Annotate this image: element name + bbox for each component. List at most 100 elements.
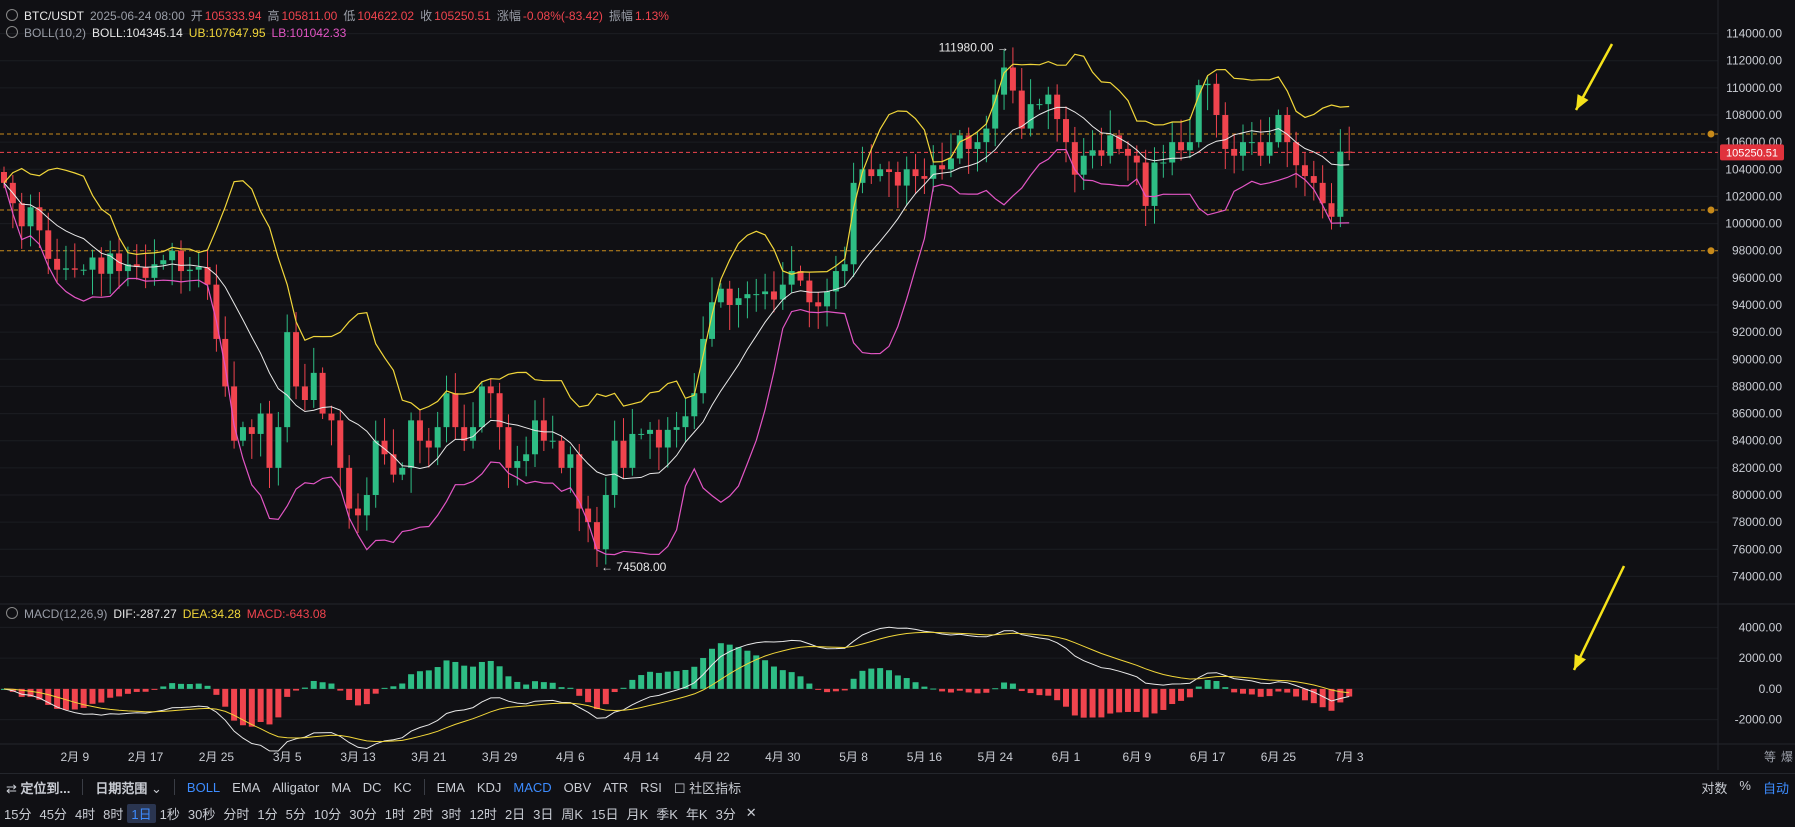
chevron-icon[interactable] bbox=[6, 26, 18, 38]
indicator-boll[interactable]: BOLL bbox=[186, 779, 221, 795]
timeframe-8时[interactable]: 8时 bbox=[103, 806, 124, 822]
timeframe-月K[interactable]: 月K bbox=[626, 806, 649, 822]
macd-histogram-bar bbox=[1204, 679, 1211, 689]
timeframe-12时[interactable]: 12时 bbox=[469, 806, 497, 822]
timeframe-1分[interactable]: 1分 bbox=[257, 806, 278, 822]
timeframe-1时[interactable]: 1时 bbox=[384, 806, 405, 822]
close-timeframes-icon[interactable]: ✕ bbox=[745, 805, 757, 820]
candle-body bbox=[301, 386, 308, 400]
indicator-alligator[interactable]: Alligator bbox=[272, 779, 320, 795]
candle-body bbox=[939, 165, 946, 170]
boll-upper-band bbox=[3, 53, 1350, 411]
community-indicators-button[interactable]: ☐ 社区指标 bbox=[673, 780, 742, 796]
sub-indicator-ema[interactable]: EMA bbox=[436, 779, 465, 795]
locate-icon: ⇄ bbox=[6, 780, 17, 796]
candle-body bbox=[1284, 115, 1291, 143]
price-tick: 108000.00 bbox=[1725, 108, 1782, 122]
indicator-ma[interactable]: MA bbox=[331, 779, 351, 795]
community-icon: ☐ bbox=[673, 780, 686, 796]
timeframe-3时[interactable]: 3时 bbox=[441, 806, 462, 822]
macd-tick: 2000.00 bbox=[1739, 651, 1783, 665]
date-range-button[interactable]: 日期范围 ⌄ bbox=[95, 780, 162, 796]
price-tick: 98000.00 bbox=[1732, 244, 1782, 258]
candle-body bbox=[434, 427, 441, 448]
timeframe-1秒[interactable]: 1秒 bbox=[159, 806, 180, 822]
sub-indicator-macd[interactable]: MACD bbox=[513, 779, 552, 795]
price-tick: 80000.00 bbox=[1732, 488, 1782, 502]
macd-histogram-bar bbox=[160, 686, 167, 689]
macd-histogram-bar bbox=[602, 688, 609, 705]
sub-indicator-kdj[interactable]: KDJ bbox=[476, 779, 502, 795]
timeframe-1日[interactable]: 1日 bbox=[127, 803, 156, 823]
annotation-arrow-macd-shaft bbox=[1572, 565, 1626, 671]
macd-tick: 4000.00 bbox=[1739, 620, 1783, 634]
indicator-ema[interactable]: EMA bbox=[232, 779, 261, 795]
timeframe-30分[interactable]: 30分 bbox=[349, 806, 377, 822]
macd-histogram-bar bbox=[1240, 688, 1246, 694]
macd-tick: 0.00 bbox=[1759, 682, 1783, 696]
scale-option-2[interactable]: 自动 bbox=[1762, 780, 1789, 796]
timeframe-年K[interactable]: 年K bbox=[685, 806, 708, 822]
macd-histogram-bar bbox=[585, 688, 592, 703]
boll-label[interactable]: BOLL(10,2) bbox=[24, 26, 87, 40]
macd-histogram-bar bbox=[549, 682, 556, 689]
timeframe-2时[interactable]: 2时 bbox=[413, 806, 434, 822]
locate-button[interactable]: ⇄ 定位到... bbox=[6, 780, 71, 796]
timeframe-2日[interactable]: 2日 bbox=[504, 806, 526, 822]
timeframe-3分[interactable]: 3分 bbox=[715, 806, 736, 822]
low-marker: ← 74508.00 bbox=[601, 560, 667, 574]
candle-body bbox=[540, 420, 547, 441]
high-value: 105811.00 bbox=[281, 9, 338, 23]
timeframe-30秒[interactable]: 30秒 bbox=[187, 806, 216, 822]
sub-indicator-obv[interactable]: OBV bbox=[563, 779, 592, 795]
indicator-kc[interactable]: KC bbox=[393, 779, 412, 795]
macd-label[interactable]: MACD(12,26,9) bbox=[24, 607, 108, 621]
price-tick: 112000.00 bbox=[1726, 54, 1782, 68]
candle-body bbox=[1071, 142, 1078, 175]
macd-histogram-bar bbox=[1186, 688, 1193, 698]
candle-body bbox=[1337, 151, 1344, 217]
candle-body bbox=[257, 413, 264, 434]
candle-body bbox=[558, 440, 565, 468]
macd-histogram-bar bbox=[133, 688, 140, 692]
chevron-icon[interactable] bbox=[6, 9, 18, 21]
macd-histogram-bar bbox=[1018, 688, 1025, 692]
timeframe-分时[interactable]: 分时 bbox=[223, 806, 250, 822]
macd-histogram-bar bbox=[815, 688, 822, 690]
sub-indicator-atr[interactable]: ATR bbox=[603, 779, 629, 795]
timeframe-45分[interactable]: 45分 bbox=[39, 806, 67, 822]
boll-lb: LB:101042.33 bbox=[271, 26, 347, 40]
candle-body bbox=[284, 332, 291, 428]
timeframe-3日[interactable]: 3日 bbox=[533, 806, 554, 822]
timeframe-4时[interactable]: 4时 bbox=[74, 806, 96, 822]
candle-body bbox=[921, 176, 928, 179]
macd-histogram-bar bbox=[832, 688, 839, 692]
scale-option-0[interactable]: 对数 bbox=[1701, 780, 1728, 796]
indicator-dc[interactable]: DC bbox=[362, 779, 382, 795]
macd-histogram-bar bbox=[36, 688, 43, 700]
macd-histogram-bar bbox=[169, 683, 176, 689]
candle-body bbox=[1009, 67, 1016, 91]
timeframe-10分[interactable]: 10分 bbox=[313, 806, 342, 822]
macd-histogram-bar bbox=[1124, 688, 1131, 712]
date-tick: 3月 13 bbox=[340, 750, 376, 764]
macd-histogram-bar bbox=[859, 670, 866, 689]
boll-middle-band bbox=[3, 106, 1350, 480]
macd-histogram-bar bbox=[868, 668, 875, 689]
timeframe-季K[interactable]: 季K bbox=[656, 806, 678, 822]
timeframe-5分[interactable]: 5分 bbox=[285, 806, 306, 822]
timeframe-15分[interactable]: 15分 bbox=[4, 806, 32, 822]
timeframe-15日[interactable]: 15日 bbox=[591, 806, 619, 822]
macd-histogram-bar bbox=[452, 661, 459, 689]
chevron-icon[interactable] bbox=[6, 607, 18, 619]
candle-body bbox=[1160, 162, 1167, 164]
date-tick: 4月 14 bbox=[624, 750, 660, 764]
macd-histogram-bar bbox=[408, 674, 415, 689]
candle-body bbox=[222, 338, 229, 387]
macd-histogram-bar bbox=[1151, 688, 1158, 714]
timeframe-周K[interactable]: 周K bbox=[561, 806, 584, 822]
sub-indicator-rsi[interactable]: RSI bbox=[640, 779, 662, 795]
scale-option-1[interactable]: % bbox=[1739, 777, 1751, 793]
macd-histogram-bar bbox=[98, 688, 105, 703]
